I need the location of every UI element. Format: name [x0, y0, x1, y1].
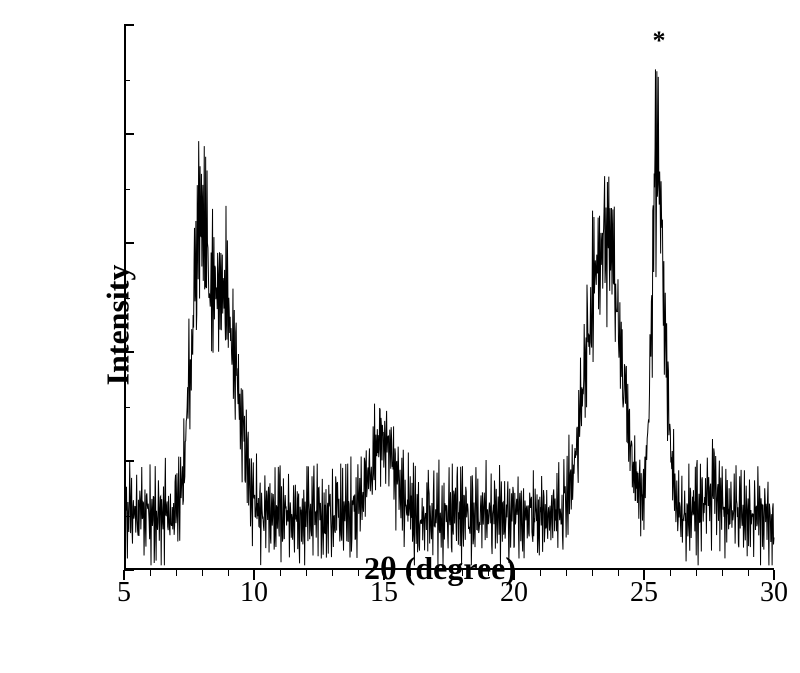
peak-annotation-asterisk: * [653, 26, 666, 56]
y-minor-tick [124, 80, 130, 81]
x-minor-tick [566, 570, 567, 576]
y-minor-tick [124, 189, 130, 190]
y-tick [124, 242, 134, 244]
y-tick [124, 133, 134, 135]
x-tick-label: 25 [630, 577, 658, 609]
x-minor-tick [280, 570, 281, 576]
x-minor-tick [358, 570, 359, 576]
y-tick [124, 569, 134, 571]
x-axis-label: 2θ (degree) [364, 550, 516, 587]
xrd-chart: Intensity * 51015202530 2θ (degree) [100, 25, 780, 595]
x-minor-tick [670, 570, 671, 576]
x-tick-label: 30 [760, 577, 788, 609]
y-tick [124, 460, 134, 462]
y-tick [124, 351, 134, 353]
x-minor-tick [592, 570, 593, 576]
x-minor-tick [696, 570, 697, 576]
plot-area: * [124, 25, 774, 570]
x-tick-label: 5 [117, 577, 131, 609]
x-minor-tick [202, 570, 203, 576]
x-minor-tick [540, 570, 541, 576]
y-minor-tick [124, 516, 130, 517]
x-tick-label: 10 [240, 577, 268, 609]
y-minor-tick [124, 407, 130, 408]
x-minor-tick [150, 570, 151, 576]
x-minor-tick [618, 570, 619, 576]
x-minor-tick [748, 570, 749, 576]
y-tick [124, 24, 134, 26]
x-minor-tick [306, 570, 307, 576]
xrd-polyline [126, 69, 774, 565]
x-minor-tick [722, 570, 723, 576]
y-minor-tick [124, 298, 130, 299]
x-minor-tick [228, 570, 229, 576]
x-minor-tick [176, 570, 177, 576]
xrd-trace-svg [126, 25, 774, 568]
x-minor-tick [332, 570, 333, 576]
